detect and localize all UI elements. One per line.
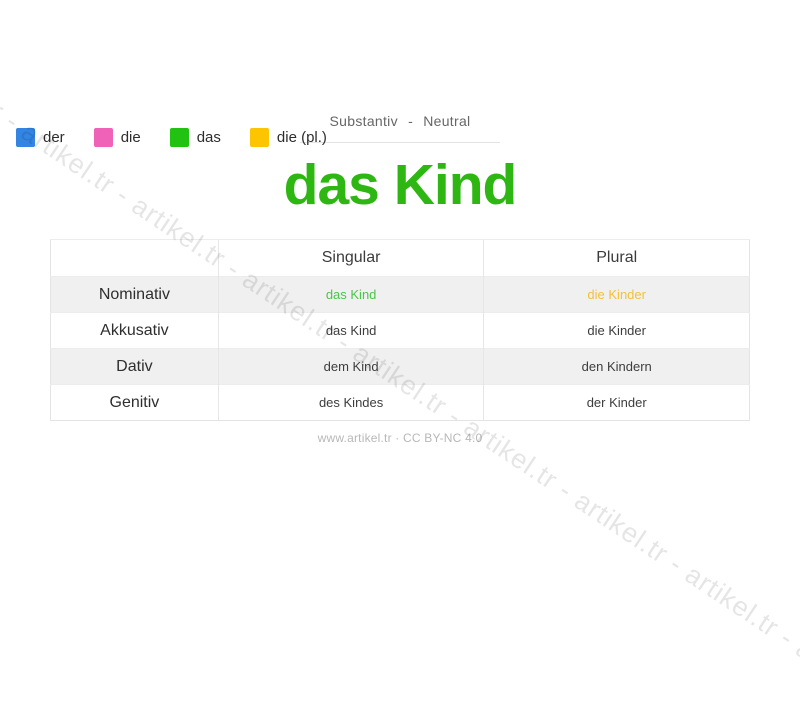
genitiv-singular-value: des Kindes — [217, 384, 484, 421]
genitiv-plural-value: der Kinder — [483, 384, 750, 421]
legend-label-der: der — [43, 129, 65, 146]
nominativ-singular-value: das Kind — [217, 276, 484, 313]
der-color-swatch — [16, 128, 35, 147]
column-header-plural: Plural — [483, 239, 750, 277]
die-color-swatch — [93, 128, 113, 147]
heading-divider — [300, 142, 500, 143]
case-label: Akkusativ — [50, 312, 219, 349]
table-row-dativ: Dativ dem Kind den Kindern — [50, 348, 750, 385]
table-row-genitiv: Genitiv des Kindes der Kinder — [50, 384, 750, 421]
dativ-plural-value: den Kindern — [483, 348, 750, 385]
article-color-legend: der die das die (pl.) — [16, 128, 327, 147]
legend-item-der: der — [16, 128, 65, 147]
declension-table: Singular Plural Nominativ das Kind die K… — [50, 239, 750, 421]
die-plural-color-swatch — [249, 128, 269, 147]
case-label: Nominativ — [50, 276, 219, 313]
legend-item-das: das — [169, 128, 221, 147]
word-category: Substantiv - Neutral — [329, 113, 471, 129]
table-header-row: Singular Plural — [50, 239, 750, 277]
legend-label-das: das — [196, 129, 221, 146]
legend-label-die-plural: die (pl.) — [276, 129, 327, 146]
nominativ-plural-value: die Kinder — [483, 276, 750, 313]
table-row-akkusativ: Akkusativ das Kind die Kinder — [50, 312, 750, 349]
site-attribution: www.artikel.tr · CC BY-NC 4.0 — [317, 431, 483, 445]
legend-item-die: die — [93, 128, 141, 147]
case-label: Genitiv — [50, 384, 219, 421]
case-label: Dativ — [50, 348, 219, 385]
page-title: das Kind — [283, 153, 518, 217]
akkusativ-plural-value: die Kinder — [483, 312, 750, 349]
main-content: Substantiv - Neutral das Kind Singular P… — [0, 113, 800, 445]
legend-label-die: die — [120, 129, 141, 146]
table-row-nominativ: Nominativ das Kind die Kinder — [50, 276, 750, 313]
legend-item-die-plural: die (pl.) — [249, 128, 327, 147]
akkusativ-singular-value: das Kind — [217, 312, 484, 349]
corner-cell — [50, 239, 219, 277]
dativ-singular-value: dem Kind — [217, 348, 484, 385]
column-header-singular: Singular — [217, 239, 484, 277]
das-color-swatch — [169, 128, 189, 147]
